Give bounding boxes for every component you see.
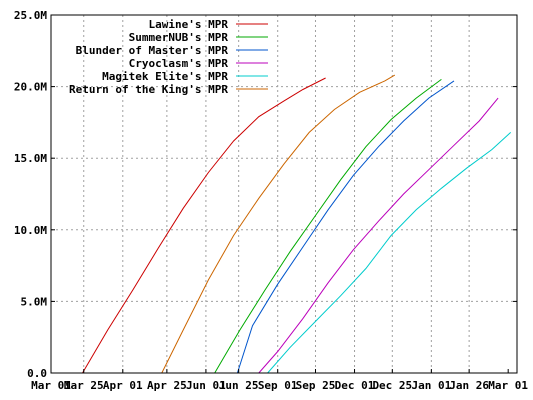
y-tick-label: 20.0M xyxy=(14,81,47,94)
y-tick-label: 5.0M xyxy=(21,295,48,308)
x-tick-label: Jan 26 xyxy=(449,379,489,392)
legend-label: Magitek Elite's MPR xyxy=(102,70,228,83)
x-tick-label: Dec 01 xyxy=(335,379,375,392)
x-tick-label: Jun 01 xyxy=(186,379,226,392)
series-line-5 xyxy=(267,132,512,374)
series-line-3 xyxy=(236,80,455,374)
y-tick-label: 0.0 xyxy=(27,367,47,380)
x-tick-label: Apr 01 xyxy=(103,379,143,392)
series-lines xyxy=(82,74,512,374)
legend-label: Blunder of Master's MPR xyxy=(76,44,229,57)
series-line-1 xyxy=(82,77,326,374)
legend-label: SummerNUB's MPR xyxy=(129,31,229,44)
x-tick-label: Mar 01 xyxy=(31,379,71,392)
y-tick-label: 10.0M xyxy=(14,224,47,237)
x-tick-label: Sep 25 xyxy=(296,379,336,392)
series-line-2 xyxy=(214,78,442,374)
x-tick-label: Jan 01 xyxy=(411,379,451,392)
x-tick-label: Mar 01 xyxy=(488,379,528,392)
plot-frame xyxy=(50,14,518,374)
y-tick-label: 25.0M xyxy=(14,9,47,22)
series-line-6 xyxy=(161,74,396,374)
x-tick-label: Dec 25 xyxy=(372,379,412,392)
legend-label: Return of the King's MPR xyxy=(69,83,228,96)
y-tick-label: 15.0M xyxy=(14,152,47,165)
legend-label: Lawine's MPR xyxy=(149,18,229,31)
x-tick-label: Apr 25 xyxy=(147,379,187,392)
x-tick-label: Mar 25 xyxy=(64,379,104,392)
legend-label: Cryoclasm's MPR xyxy=(129,57,229,70)
x-tick-label: Sep 01 xyxy=(258,379,298,392)
y-axis: 0.0 5.0M 10.0M 15.0M 20.0M 25.0M xyxy=(14,9,517,380)
series-line-4 xyxy=(258,97,499,374)
grid xyxy=(51,15,517,373)
x-tick-label: Jun 25 xyxy=(219,379,259,392)
